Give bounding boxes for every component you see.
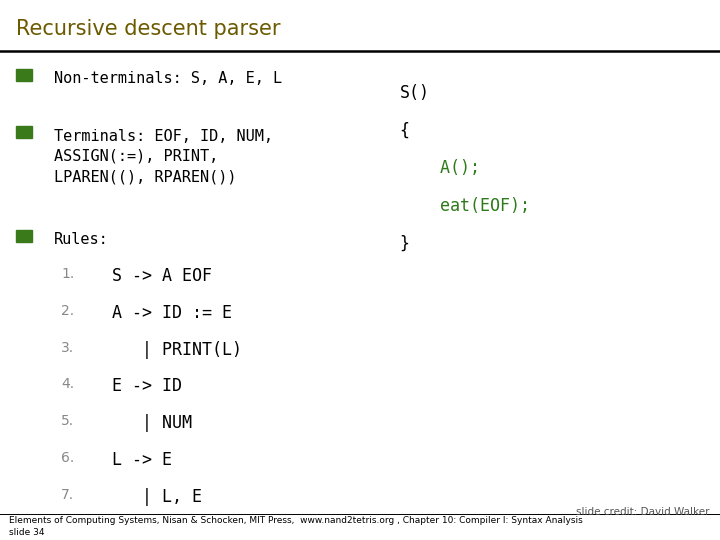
Text: slide credit: David Walker: slide credit: David Walker [576,507,709,517]
Text: A();: A(); [400,159,480,177]
Bar [16,230,32,242]
Text: S(): S() [400,84,430,102]
Text: S -> A EOF: S -> A EOF [112,267,212,285]
Text: Elements of Computing Systems, Nisan & Schocken, MIT Press,  www.nand2tetris.org: Elements of Computing Systems, Nisan & S… [9,516,582,537]
Text: A -> ID := E: A -> ID := E [112,304,232,322]
Text: 1.: 1. [61,267,74,281]
Text: L -> E: L -> E [112,451,171,469]
Text: 5.: 5. [61,414,74,428]
Text: eat(EOF);: eat(EOF); [400,197,530,215]
Text: Non-terminals: S, A, E, L: Non-terminals: S, A, E, L [54,71,282,86]
Text: {: { [400,122,410,139]
Text: Rules:: Rules: [54,232,109,247]
Text: 4.: 4. [61,377,74,392]
Text: Terminals: EOF, ID, NUM,
ASSIGN(:=), PRINT,
LPAREN((), RPAREN()): Terminals: EOF, ID, NUM, ASSIGN(:=), PRI… [54,129,273,184]
Text: | L, E: | L, E [112,488,202,505]
Text: 2.: 2. [61,304,74,318]
Text: Recursive descent parser: Recursive descent parser [16,19,280,39]
Text: }: } [400,235,410,253]
Text: 6.: 6. [61,451,74,465]
Text: 7.: 7. [61,488,74,502]
Bar [16,69,32,81]
Text: | NUM: | NUM [112,414,192,432]
Bar [16,126,32,138]
Text: E -> ID: E -> ID [112,377,181,395]
Text: | PRINT(L): | PRINT(L) [112,341,242,359]
Text: 3.: 3. [61,341,74,355]
